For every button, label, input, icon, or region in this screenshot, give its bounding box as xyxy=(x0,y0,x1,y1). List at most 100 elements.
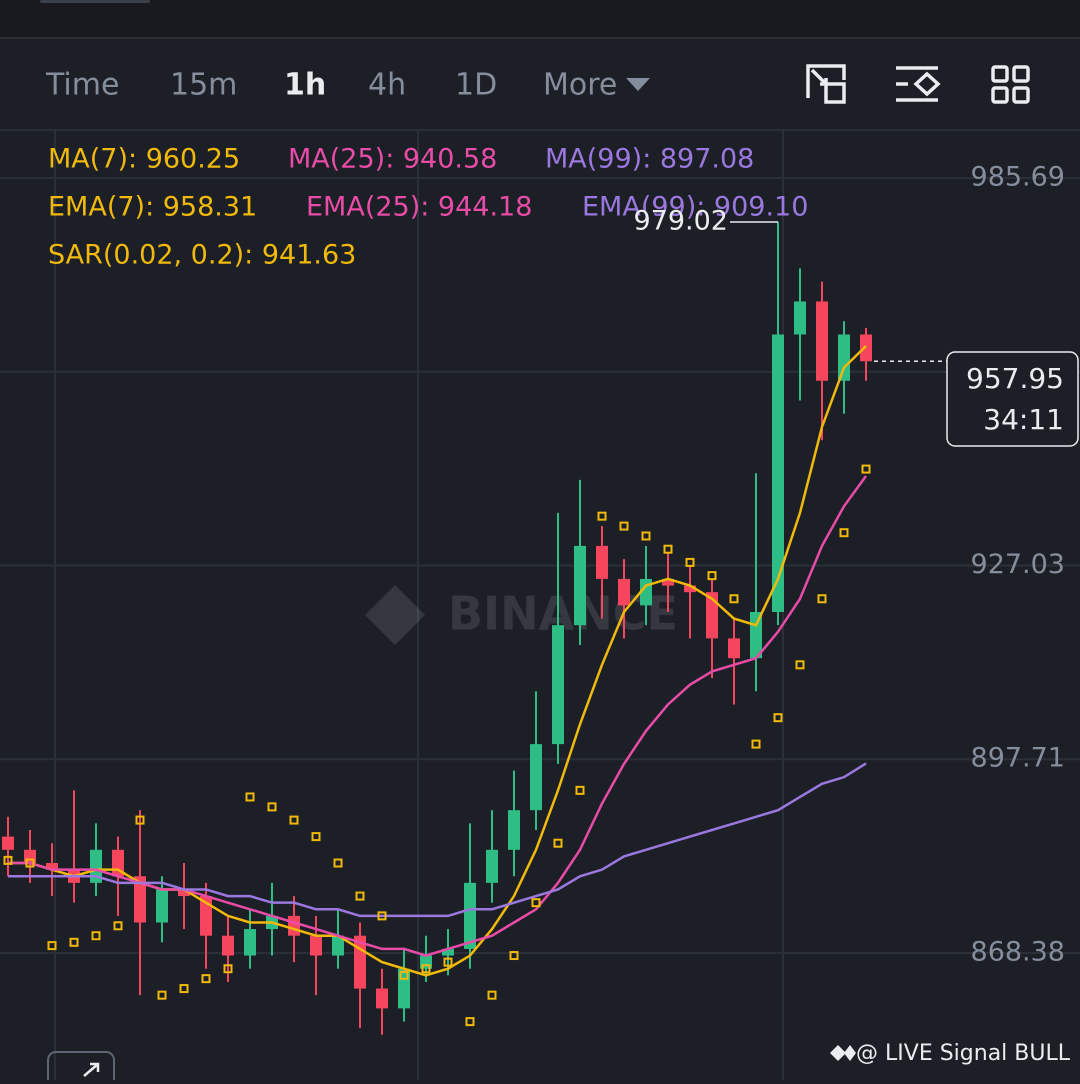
y-tick-label: 927.03 xyxy=(971,549,1065,580)
moving-average-line xyxy=(8,762,867,918)
sar-dot xyxy=(355,891,365,901)
footer-logo xyxy=(830,1045,856,1061)
top-pill xyxy=(40,0,150,3)
sar-dot xyxy=(487,990,497,1000)
sar-dot xyxy=(861,464,871,474)
indicator-label: MA(99): 897.08 xyxy=(545,144,754,175)
sar-dot xyxy=(619,521,629,531)
y-tick-label: 897.71 xyxy=(971,743,1065,774)
sar-dot xyxy=(707,571,717,581)
moving-average-line xyxy=(8,475,868,957)
indicator-label: EMA(25): 944.18 xyxy=(306,192,532,223)
sar-dot xyxy=(465,1017,475,1027)
candle-body xyxy=(90,849,102,883)
candle-body xyxy=(530,744,542,811)
last-price: 957.95 xyxy=(966,362,1064,395)
sar-dot xyxy=(179,984,189,994)
candle-body xyxy=(354,935,366,989)
interval-tabs: Time 15m 1h 4h 1D More xyxy=(45,68,617,103)
interval-tab[interactable]: 1D xyxy=(455,68,497,103)
candle-body xyxy=(684,585,696,593)
sar-dot xyxy=(817,594,827,604)
sar-dot xyxy=(773,713,783,723)
candle-body xyxy=(244,929,256,956)
more-caret[interactable] xyxy=(626,78,650,91)
sar-dot xyxy=(597,511,607,521)
indicator-label: EMA(99): 909.10 xyxy=(582,192,808,223)
indicator-label: SAR(0.02, 0.2): 941.63 xyxy=(48,240,356,271)
settings-icon[interactable] xyxy=(896,66,941,102)
sar-dot xyxy=(729,594,739,604)
sar-dot xyxy=(267,802,277,812)
candle-body xyxy=(860,334,872,362)
layout-icon[interactable] xyxy=(991,65,1030,104)
sar-dot xyxy=(333,858,343,868)
sar-dot xyxy=(377,911,387,921)
y-tick-label: 985.69 xyxy=(971,161,1065,192)
sar-dot xyxy=(575,785,585,795)
sar-dot xyxy=(201,974,211,984)
candle-body xyxy=(178,889,190,897)
candle-body xyxy=(552,625,564,745)
sar-dot xyxy=(751,739,761,749)
sar-dot xyxy=(795,660,805,670)
candle-body xyxy=(728,638,740,659)
high-label: 979.02 xyxy=(634,206,728,237)
last-price-box xyxy=(946,351,1079,447)
candle-body xyxy=(486,849,498,883)
candle-body xyxy=(332,935,344,956)
fullscreen-icon[interactable] xyxy=(806,64,846,104)
sar-dot xyxy=(663,544,673,554)
sar-dot xyxy=(245,792,255,802)
countdown: 34:11 xyxy=(983,403,1064,436)
corner-button[interactable] xyxy=(47,1051,115,1084)
y-tick-label: 868.38 xyxy=(971,937,1065,968)
sar-dot xyxy=(91,931,101,941)
interval-tab[interactable]: More xyxy=(543,68,617,103)
interval-tab[interactable]: Time xyxy=(45,68,119,103)
corner-icon xyxy=(83,1062,100,1077)
sar-dot xyxy=(289,815,299,825)
sar-dot xyxy=(685,557,695,567)
candle-body xyxy=(310,935,322,956)
interval-tab[interactable]: 1h xyxy=(284,68,326,103)
sar-dot xyxy=(839,528,849,538)
candle-body xyxy=(662,578,674,586)
sar-dot xyxy=(443,957,453,967)
sar-dot xyxy=(311,832,321,842)
sar-dot xyxy=(135,815,145,825)
sar-dot xyxy=(157,990,167,1000)
indicator-label: MA(25): 940.58 xyxy=(288,144,497,175)
candle-body xyxy=(2,836,14,850)
candle-body xyxy=(134,876,146,923)
candle-body xyxy=(222,935,234,956)
plot xyxy=(2,222,872,1035)
candle-body xyxy=(574,545,586,626)
candle-body xyxy=(706,592,718,639)
sar-dot xyxy=(113,921,123,931)
candle-body xyxy=(772,334,784,612)
indicator-legend: MA(7): 960.25 MA(25): 940.58 MA(99): 897.0… xyxy=(48,144,808,271)
interval-tab[interactable]: 15m xyxy=(170,68,237,103)
candle-body xyxy=(464,882,476,949)
sar-dot xyxy=(421,964,431,974)
candle-body xyxy=(508,810,520,850)
candle-body xyxy=(288,915,300,936)
sar-dot xyxy=(47,941,57,951)
interval-tab[interactable]: 4h xyxy=(368,68,406,103)
sar-dot xyxy=(641,531,651,541)
candle-body xyxy=(376,988,388,1009)
sar-dot xyxy=(69,937,79,947)
sar-dot xyxy=(25,858,35,868)
footer-text: @ LIVE Signal BULL xyxy=(856,1041,1071,1066)
candle-body xyxy=(618,578,630,606)
candle-body xyxy=(200,896,212,936)
indicator-label: MA(7): 960.25 xyxy=(48,144,240,175)
sar-dot xyxy=(553,838,563,848)
candle-body xyxy=(816,301,828,381)
sar-dot xyxy=(3,855,13,865)
candle-body xyxy=(794,301,806,335)
sar-dot xyxy=(399,970,409,980)
sar-dot xyxy=(509,951,519,961)
